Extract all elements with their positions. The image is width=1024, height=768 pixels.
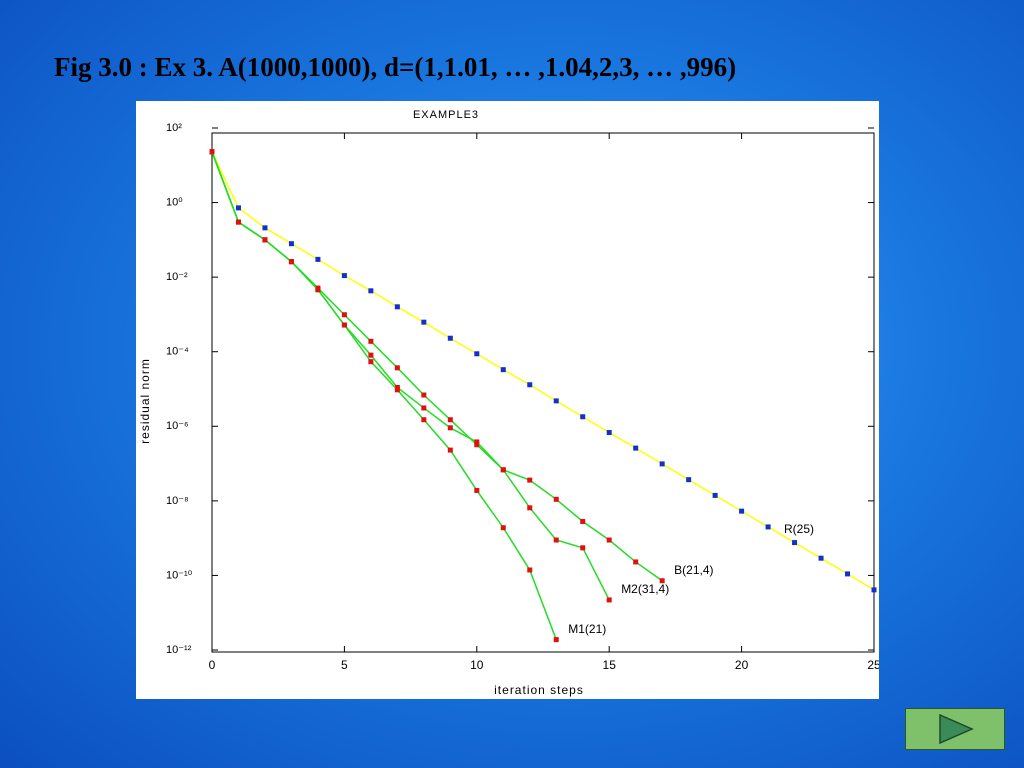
data-point	[686, 477, 692, 483]
data-point	[606, 430, 612, 436]
data-point	[447, 425, 453, 431]
data-point	[341, 312, 347, 318]
data-point	[527, 505, 533, 511]
y-tick-label: 10⁻⁴	[166, 346, 189, 358]
data-point	[633, 559, 639, 565]
y-tick-label: 10⁻⁶	[166, 420, 189, 432]
data-point	[394, 304, 400, 310]
data-point	[527, 477, 533, 483]
data-point	[553, 637, 559, 643]
data-point	[580, 518, 586, 524]
y-axis-label: residual norm	[138, 358, 152, 444]
data-point	[500, 367, 506, 373]
data-point	[209, 149, 215, 155]
x-tick-label: 0	[209, 658, 216, 672]
data-point	[341, 273, 347, 279]
data-point	[792, 540, 798, 546]
next-button[interactable]	[905, 708, 1005, 750]
data-point	[421, 319, 427, 325]
data-point	[262, 237, 268, 243]
x-tick-label: 25	[867, 658, 879, 672]
data-point	[341, 322, 347, 328]
x-tick-label: 15	[603, 658, 617, 672]
x-tick-label: 20	[735, 658, 749, 672]
series-label: M2(31,4)	[621, 582, 669, 596]
data-point	[500, 467, 506, 473]
data-point	[474, 351, 480, 357]
data-point	[818, 555, 824, 561]
data-point	[527, 567, 533, 573]
data-point	[500, 525, 506, 531]
data-point	[633, 445, 639, 451]
data-point	[394, 387, 400, 393]
data-point	[368, 338, 374, 344]
data-point	[871, 587, 877, 593]
data-point	[447, 447, 453, 453]
data-point	[368, 352, 374, 358]
series-label: R(25)	[784, 522, 814, 536]
data-point	[606, 537, 612, 543]
data-point	[712, 492, 718, 498]
data-point	[315, 287, 321, 293]
data-point	[553, 496, 559, 502]
data-point	[262, 225, 268, 231]
y-tick-label: 10⁻²	[166, 271, 188, 283]
data-point	[739, 508, 745, 514]
data-point	[368, 359, 374, 365]
next-icon	[939, 713, 974, 745]
series-label: B(21,4)	[674, 563, 713, 577]
y-tick-label: 10⁻¹²	[166, 644, 192, 656]
chart-background	[136, 101, 879, 699]
data-point	[580, 414, 586, 420]
data-point	[659, 461, 665, 467]
data-point	[235, 219, 241, 225]
data-point	[447, 417, 453, 423]
chart-title: EXAMPLE3	[413, 109, 479, 121]
data-point	[288, 241, 294, 247]
series-label: M1(21)	[568, 622, 606, 636]
series-line	[211, 151, 875, 591]
chart: EXAMPLE3 iteration steps residual norm 0…	[136, 101, 879, 699]
x-tick-label: 5	[341, 658, 348, 672]
y-tick-label: 10⁰	[166, 196, 183, 208]
y-tick-label: 10²	[166, 122, 182, 134]
y-tick-label: 10⁻⁸	[166, 495, 189, 507]
data-point	[553, 537, 559, 543]
plot-frame	[211, 132, 875, 653]
data-point	[447, 335, 453, 341]
data-point	[394, 365, 400, 371]
data-point	[553, 398, 559, 404]
data-point	[606, 597, 612, 603]
series-line	[211, 151, 557, 640]
y-tick-label: 10⁻¹⁰	[166, 569, 193, 581]
x-tick-label: 10	[470, 658, 484, 672]
data-point	[474, 442, 480, 448]
data-point	[474, 439, 480, 445]
data-point	[235, 205, 241, 211]
slide-title: Fig 3.0 : Ex 3. A(1000,1000), d=(1,1.01,…	[54, 52, 737, 82]
data-point	[421, 405, 427, 411]
data-point	[845, 571, 851, 577]
data-point	[580, 545, 586, 551]
data-point	[421, 392, 427, 398]
data-point	[315, 256, 321, 262]
data-point	[765, 524, 771, 530]
data-point	[659, 578, 665, 584]
data-point	[288, 259, 294, 265]
x-axis-label: iteration steps	[494, 683, 584, 697]
data-point	[527, 382, 533, 388]
data-point	[368, 288, 374, 294]
data-point	[474, 487, 480, 493]
data-point	[421, 417, 427, 423]
